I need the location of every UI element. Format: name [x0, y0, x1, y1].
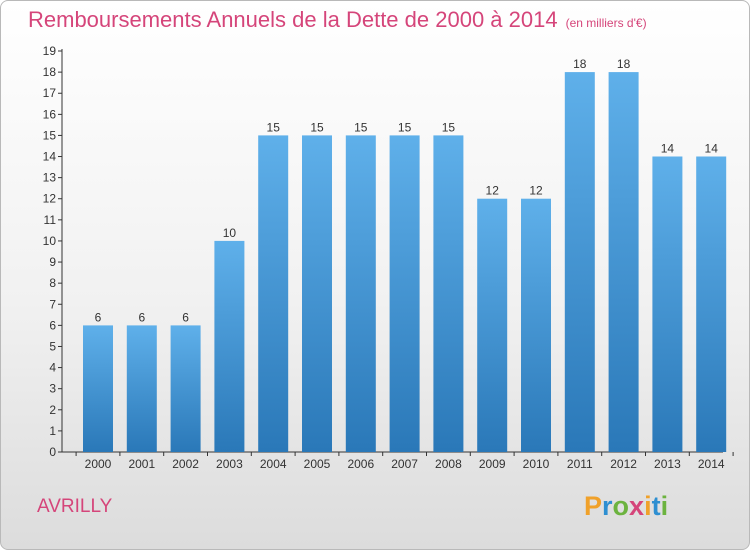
bar-value-label: 15 — [354, 120, 368, 134]
x-tick-label: 2012 — [610, 457, 637, 471]
y-tick-label: 11 — [44, 213, 57, 227]
y-tick-label: 15 — [43, 128, 57, 142]
x-tick-label: 2003 — [216, 457, 243, 471]
bar-value-label: 15 — [267, 120, 281, 134]
bar — [389, 135, 420, 452]
x-tick-label: 2000 — [85, 457, 112, 471]
logo-letter: x — [629, 491, 645, 521]
y-tick-label: 0 — [49, 445, 56, 459]
x-tick-label: 2010 — [523, 457, 550, 471]
bar — [652, 156, 683, 452]
x-tick-label: 2008 — [435, 457, 462, 471]
bar-value-label: 6 — [138, 310, 145, 324]
y-tick-label: 16 — [43, 107, 57, 121]
bar-value-label: 6 — [95, 310, 102, 324]
y-tick-label: 3 — [49, 382, 56, 396]
bar — [345, 135, 376, 452]
commune-name: AVRILLY — [37, 496, 113, 517]
y-tick-label: 5 — [49, 339, 56, 353]
y-tick-label: 19 — [43, 44, 57, 58]
bar-value-label: 10 — [223, 226, 237, 240]
y-tick-label: 8 — [49, 276, 56, 290]
y-tick-label: 2 — [49, 403, 56, 417]
x-tick-label: 2004 — [260, 457, 287, 471]
logo-letter: i — [660, 491, 669, 521]
logo-letter: t — [651, 491, 661, 521]
chart-unit: (en milliers d'€) — [565, 16, 647, 30]
bar — [433, 135, 464, 452]
bar-value-label: 15 — [442, 120, 456, 134]
x-tick-label: 2009 — [479, 457, 506, 471]
x-tick-label: 2013 — [654, 457, 681, 471]
x-tick-label: 2001 — [128, 457, 155, 471]
bar — [126, 325, 157, 452]
bar — [302, 135, 332, 452]
y-tick-label: 6 — [49, 318, 56, 332]
y-tick-label: 12 — [43, 192, 57, 206]
bar — [521, 198, 551, 452]
bar-value-label: 14 — [661, 142, 675, 156]
proxiti-logo: Proxiti — [584, 491, 668, 522]
y-tick-label: 1 — [49, 424, 56, 438]
bar — [608, 72, 639, 452]
bar-value-label: 18 — [573, 57, 587, 71]
y-tick-label: 9 — [49, 255, 56, 269]
logo-letter: i — [644, 491, 652, 521]
bar — [170, 325, 201, 452]
bar — [564, 72, 595, 452]
bar-value-label: 15 — [398, 120, 412, 134]
logo-letter: o — [612, 491, 630, 521]
x-tick-label: 2007 — [391, 457, 418, 471]
y-tick-label: 4 — [49, 361, 56, 375]
y-tick-label: 17 — [43, 86, 57, 100]
y-tick-label: 7 — [49, 297, 56, 311]
bar-value-label: 18 — [617, 57, 631, 71]
chart-title: Remboursements Annuels de la Dette de 20… — [28, 7, 647, 33]
bar — [696, 156, 727, 452]
bar-value-label: 12 — [486, 184, 500, 198]
y-tick-label: 13 — [43, 171, 57, 185]
x-tick-label: 2014 — [698, 457, 725, 471]
bar-value-label: 6 — [182, 310, 189, 324]
x-tick-label: 2006 — [347, 457, 374, 471]
bar — [477, 198, 508, 452]
bar — [258, 135, 289, 452]
logo-letter: r — [602, 491, 613, 521]
logo-letter: P — [584, 491, 603, 521]
bar-value-label: 12 — [529, 184, 543, 198]
x-tick-label: 2005 — [304, 457, 331, 471]
x-tick-label: 2002 — [172, 457, 199, 471]
bar — [214, 240, 245, 452]
y-tick-label: 14 — [43, 150, 57, 164]
y-tick-label: 18 — [43, 65, 57, 79]
bar — [83, 325, 113, 452]
bar-value-label: 14 — [705, 142, 719, 156]
bar-value-label: 15 — [310, 120, 324, 134]
x-tick-label: 2011 — [567, 457, 593, 471]
y-tick-label: 10 — [43, 234, 57, 248]
chart-title-text: Remboursements Annuels de la Dette de 20… — [28, 7, 558, 32]
